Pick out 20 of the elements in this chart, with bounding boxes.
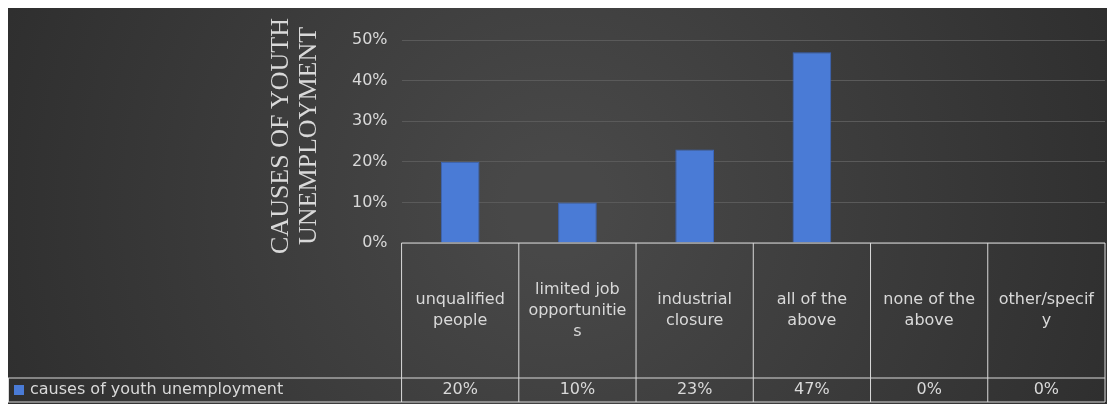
- y-axis-title: CAUSES OF YOUTH UNEMPLOYMENT: [265, 17, 323, 254]
- y-tick-label: 20%: [352, 150, 388, 170]
- x-tick-label: unqualified people: [415, 289, 505, 330]
- data-label: 0%: [916, 379, 942, 399]
- y-tick-label: 30%: [352, 110, 388, 130]
- data-label: 0%: [1033, 379, 1060, 399]
- y-tick-label: 50%: [352, 29, 388, 49]
- x-tick-label: other/specify: [998, 289, 1095, 330]
- data-label: 23%: [676, 379, 713, 399]
- data-label: 20%: [442, 379, 478, 399]
- x-tick-label: industrial closure: [657, 289, 733, 330]
- data-label: 10%: [559, 379, 596, 399]
- y-tick-label: 0%: [362, 232, 388, 252]
- y-tick-label: 40%: [352, 69, 388, 89]
- x-tick-label: limited job opportunities: [528, 278, 627, 340]
- x-tick-label: all of the above: [776, 289, 848, 330]
- data-label: 47%: [794, 379, 830, 399]
- legend-label: causes of youth unemployment: [30, 379, 284, 399]
- x-tick-label: none of the above: [883, 289, 976, 330]
- y-tick-label: 10%: [352, 191, 388, 211]
